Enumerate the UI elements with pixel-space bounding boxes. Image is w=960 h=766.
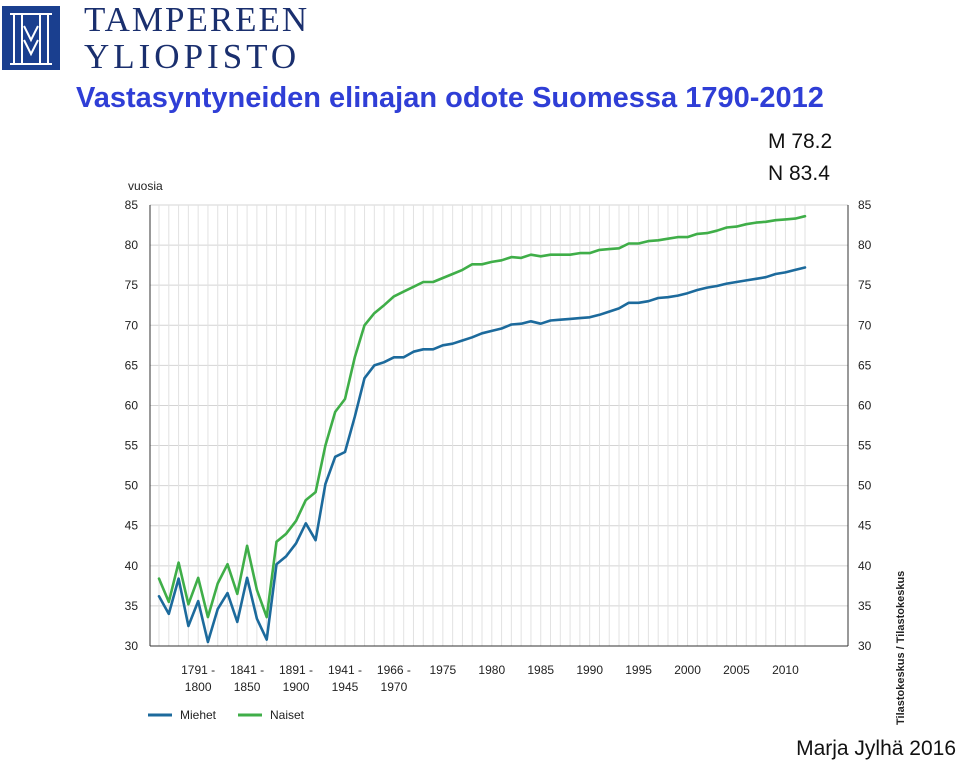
x-tick-label: 1800 (185, 680, 212, 694)
legend-label: Miehet (180, 708, 217, 722)
x-tick-label: 1891 - (279, 663, 313, 677)
x-tick-label: 1970 (381, 680, 408, 694)
y-tick-label-right: 55 (858, 439, 872, 453)
x-tick-label: 2000 (674, 663, 701, 677)
series-line-miehet (157, 266, 807, 644)
x-tick-label: 1985 (527, 663, 554, 677)
y-tick-label-left: 55 (125, 439, 139, 453)
y-axis-label: vuosia (128, 179, 163, 193)
x-tick-label: 1980 (478, 663, 505, 677)
series-line-naiset (157, 214, 807, 619)
y-tick-label-left: 85 (125, 198, 139, 212)
source-note: Tilastokeskus / Tilastokeskus (895, 571, 907, 725)
x-tick-label: 1841 - (230, 663, 264, 677)
y-tick-label-right: 60 (858, 398, 872, 412)
female-life-expectancy: N 83.4 (768, 162, 830, 185)
x-tick-label: 1941 - (328, 663, 362, 677)
x-tick-label: 1900 (283, 680, 310, 694)
y-tick-label-left: 80 (125, 238, 139, 252)
university-logo: TAMPEREEN YLIOPISTO (2, 2, 309, 74)
logo-line-2: YLIOPISTO (84, 37, 301, 76)
y-tick-label-right: 40 (858, 559, 872, 573)
y-tick-label-left: 50 (125, 479, 139, 493)
y-tick-label-left: 60 (125, 398, 139, 412)
y-tick-label-right: 80 (858, 238, 872, 252)
y-tick-label-left: 30 (125, 639, 139, 653)
author-credit: Marja Jylhä 2016 (796, 737, 956, 760)
university-column-logo-icon (2, 6, 60, 70)
y-tick-label-left: 35 (125, 599, 139, 613)
y-tick-label-left: 70 (125, 318, 139, 332)
page-title: Vastasyntyneiden elinajan odote Suomessa… (76, 82, 824, 114)
x-tick-label: 2005 (723, 663, 750, 677)
x-tick-label: 1966 - (377, 663, 411, 677)
x-tick-label: 1791 - (181, 663, 215, 677)
legend-label: Naiset (270, 708, 305, 722)
x-tick-label: 1850 (234, 680, 261, 694)
x-tick-label: 1990 (576, 663, 603, 677)
y-tick-label-right: 75 (858, 278, 872, 292)
y-tick-label-right: 30 (858, 639, 872, 653)
y-tick-label-right: 85 (858, 198, 872, 212)
x-tick-label: 2010 (772, 663, 799, 677)
y-tick-label-right: 50 (858, 479, 872, 493)
y-tick-label-left: 40 (125, 559, 139, 573)
x-tick-label: 1945 (332, 680, 359, 694)
x-tick-label: 1995 (625, 663, 652, 677)
y-tick-label-right: 70 (858, 318, 872, 332)
y-tick-label-right: 65 (858, 358, 872, 372)
x-tick-label: 1975 (429, 663, 456, 677)
logo-line-1: TAMPEREEN (84, 0, 310, 39)
y-tick-label-right: 35 (858, 599, 872, 613)
y-tick-label-left: 65 (125, 358, 139, 372)
male-life-expectancy: M 78.2 (768, 130, 833, 153)
y-tick-label-left: 45 (125, 519, 139, 533)
y-tick-label-right: 45 (858, 519, 872, 533)
y-tick-label-left: 75 (125, 278, 139, 292)
